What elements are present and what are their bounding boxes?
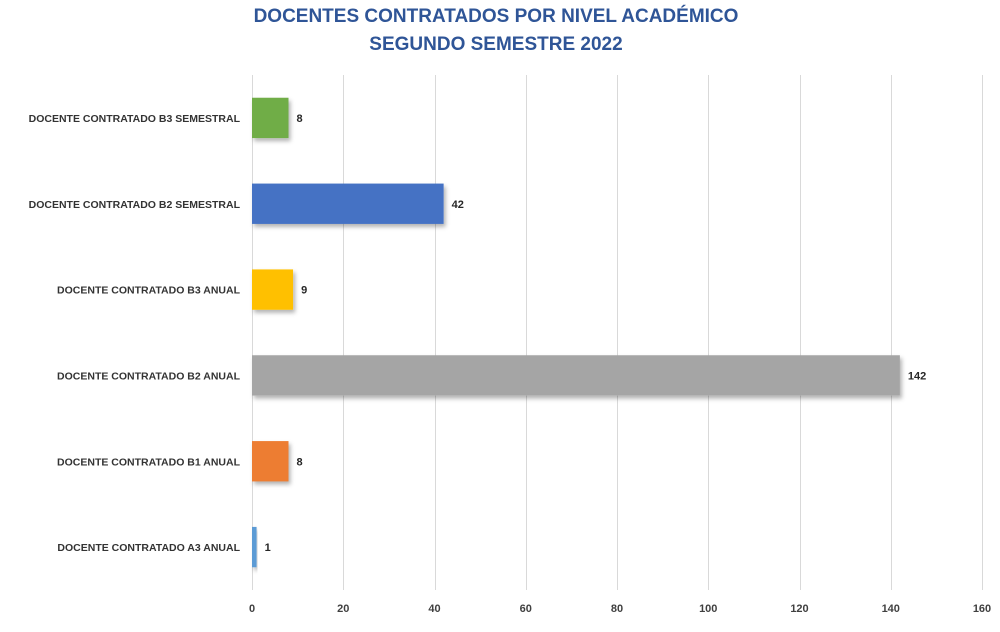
chart-title: DOCENTES CONTRATADOS POR NIVEL ACADÉMICO…: [254, 5, 739, 55]
bar: [252, 441, 289, 482]
bar: [252, 269, 294, 310]
x-tick-label: 160: [973, 603, 991, 615]
bar: [252, 183, 444, 224]
data-label: 142: [908, 370, 926, 382]
chart-title-line-2: SEGUNDO SEMESTRE 2022: [369, 34, 622, 55]
x-tick-label: 120: [790, 603, 808, 615]
data-labels: 8 42 9 142 8 1: [265, 113, 927, 554]
bar: [252, 97, 289, 139]
x-tick-label: 20: [337, 603, 349, 615]
bar: [252, 526, 257, 568]
x-tick-label: 60: [520, 603, 532, 615]
category-label: DOCENTE CONTRATADO B2 SEMESTRAL: [29, 199, 241, 211]
data-label: 8: [297, 456, 303, 468]
x-tick-label: 40: [428, 603, 440, 615]
data-label: 42: [452, 199, 464, 211]
category-label: DOCENTE CONTRATADO B2 ANUAL: [57, 370, 241, 382]
gridlines: [252, 75, 983, 590]
bar: [252, 355, 900, 396]
bars: [252, 97, 900, 568]
data-label: 1: [265, 542, 271, 554]
x-axis-tick-labels: 0 20 40 60 80 100 120 140 160: [249, 603, 991, 615]
data-label: 8: [297, 113, 303, 125]
x-tick-label: 140: [882, 603, 900, 615]
category-label: DOCENTE CONTRATADO A3 ANUAL: [57, 542, 240, 554]
category-label: DOCENTE CONTRATADO B3 ANUAL: [57, 285, 241, 297]
data-label: 9: [301, 285, 307, 297]
x-tick-label: 0: [249, 603, 255, 615]
x-tick-label: 100: [699, 603, 717, 615]
x-tick-label: 80: [611, 603, 623, 615]
category-labels: DOCENTE CONTRATADO B3 SEMESTRAL DOCENTE C…: [29, 113, 241, 554]
category-label: DOCENTE CONTRATADO B3 SEMESTRAL: [29, 113, 241, 125]
category-label: DOCENTE CONTRATADO B1 ANUAL: [57, 456, 241, 468]
chart-title-line-1: DOCENTES CONTRATADOS POR NIVEL ACADÉMICO: [254, 5, 739, 27]
